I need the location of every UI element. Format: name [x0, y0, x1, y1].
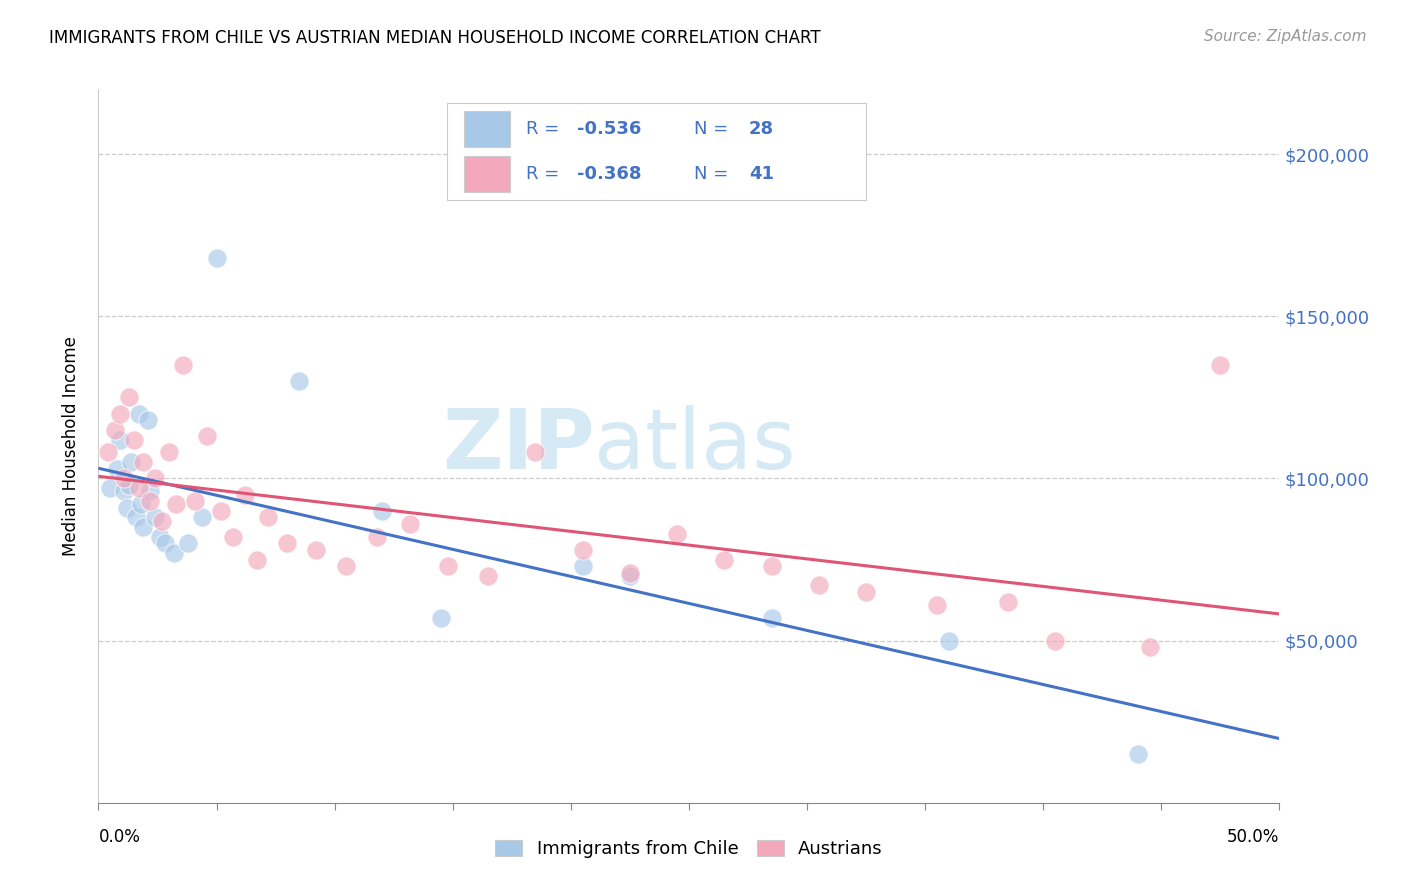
- Point: [366, 530, 388, 544]
- Point: [761, 559, 783, 574]
- Point: [108, 407, 131, 421]
- Point: [571, 559, 593, 574]
- Point: [997, 595, 1019, 609]
- Point: [112, 484, 135, 499]
- Point: [195, 429, 218, 443]
- Y-axis label: Median Household Income: Median Household Income: [62, 336, 80, 556]
- Point: [666, 526, 689, 541]
- Point: [128, 407, 150, 421]
- Point: [98, 481, 121, 495]
- Point: [97, 445, 120, 459]
- Point: [125, 510, 148, 524]
- Point: [118, 478, 141, 492]
- Point: [1139, 640, 1161, 654]
- Point: [165, 497, 187, 511]
- Point: [172, 358, 194, 372]
- Point: [399, 516, 422, 531]
- Point: [121, 455, 143, 469]
- Point: [108, 433, 131, 447]
- Point: [276, 536, 298, 550]
- Point: [335, 559, 357, 574]
- Point: [118, 390, 141, 404]
- Point: [761, 611, 783, 625]
- Point: [233, 488, 256, 502]
- Point: [153, 536, 176, 550]
- Point: [143, 510, 166, 524]
- Point: [149, 530, 172, 544]
- Point: [619, 566, 641, 580]
- Point: [209, 504, 232, 518]
- Point: [437, 559, 460, 574]
- Point: [150, 514, 173, 528]
- Point: [139, 494, 162, 508]
- Text: Source: ZipAtlas.com: Source: ZipAtlas.com: [1204, 29, 1367, 44]
- Point: [246, 552, 269, 566]
- Point: [305, 542, 328, 557]
- Point: [122, 433, 145, 447]
- Point: [1043, 633, 1066, 648]
- Point: [104, 423, 127, 437]
- Point: [477, 568, 499, 582]
- Point: [1209, 358, 1232, 372]
- Point: [925, 598, 948, 612]
- Point: [105, 461, 128, 475]
- Point: [139, 484, 162, 499]
- Point: [807, 578, 830, 592]
- Point: [1126, 747, 1149, 761]
- Point: [157, 445, 180, 459]
- Point: [132, 520, 155, 534]
- Point: [177, 536, 200, 550]
- Point: [855, 585, 877, 599]
- Point: [112, 471, 135, 485]
- Point: [128, 481, 150, 495]
- Point: [430, 611, 453, 625]
- Point: [257, 510, 280, 524]
- Point: [163, 546, 186, 560]
- Point: [132, 455, 155, 469]
- Point: [938, 633, 960, 648]
- Point: [288, 374, 311, 388]
- Point: [205, 251, 228, 265]
- Point: [222, 530, 245, 544]
- Text: atlas: atlas: [595, 406, 796, 486]
- Point: [371, 504, 394, 518]
- Point: [524, 445, 547, 459]
- Text: 50.0%: 50.0%: [1227, 828, 1279, 846]
- Text: 0.0%: 0.0%: [98, 828, 141, 846]
- Text: ZIP: ZIP: [441, 406, 595, 486]
- Point: [713, 552, 735, 566]
- Point: [115, 500, 138, 515]
- Point: [571, 542, 593, 557]
- Point: [191, 510, 214, 524]
- Point: [129, 497, 152, 511]
- Text: IMMIGRANTS FROM CHILE VS AUSTRIAN MEDIAN HOUSEHOLD INCOME CORRELATION CHART: IMMIGRANTS FROM CHILE VS AUSTRIAN MEDIAN…: [49, 29, 821, 46]
- Point: [184, 494, 207, 508]
- Legend: Immigrants from Chile, Austrians: Immigrants from Chile, Austrians: [488, 832, 890, 865]
- Point: [619, 568, 641, 582]
- Point: [136, 413, 159, 427]
- Point: [143, 471, 166, 485]
